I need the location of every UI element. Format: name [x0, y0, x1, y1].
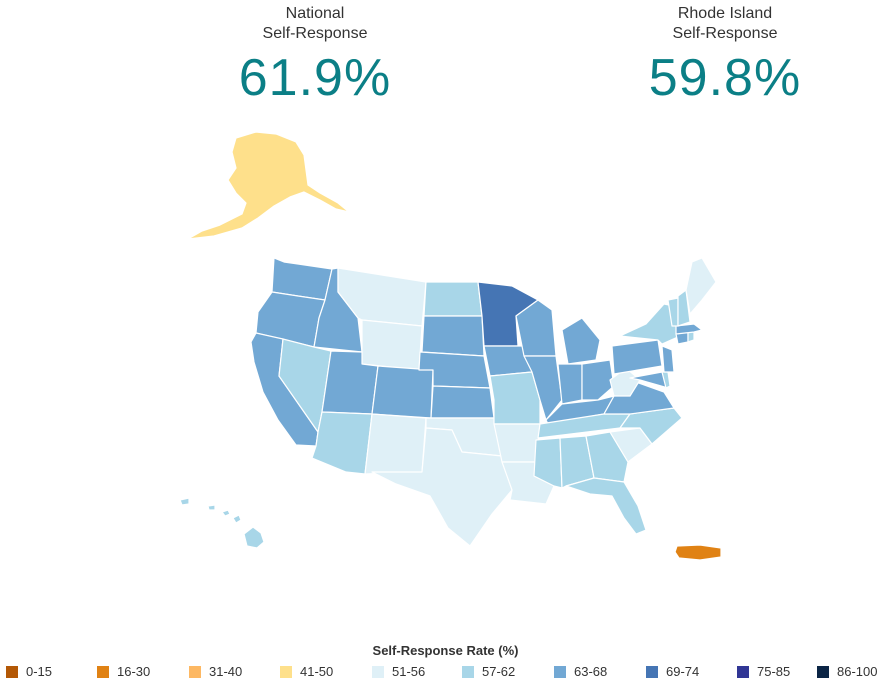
legend-item-69-74: 69-74: [646, 664, 699, 679]
region-florida[interactable]: [565, 477, 647, 535]
legend-swatch: [817, 665, 829, 678]
region-rhode-island[interactable]: [687, 331, 695, 343]
legend-label: 0-15: [26, 664, 53, 679]
region-wisconsin[interactable]: [515, 299, 557, 357]
legend-swatch: [462, 665, 474, 678]
region-michigan[interactable]: [561, 317, 601, 365]
legend-swatch: [646, 665, 658, 678]
legend-swatch: [372, 665, 384, 678]
region-massachusetts[interactable]: [675, 323, 703, 335]
region-new-jersey[interactable]: [661, 345, 675, 373]
region-alaska[interactable]: [187, 131, 350, 240]
legend-item-63-68: 63-68: [554, 664, 607, 679]
region-new-mexico[interactable]: [364, 413, 427, 475]
legend-swatch: [554, 665, 566, 678]
region-indiana[interactable]: [557, 363, 583, 405]
legend-label: 63-68: [574, 664, 608, 679]
national-rate-value: 61.9%: [238, 49, 392, 107]
state-rate-value: 59.8%: [648, 49, 802, 107]
region-mississippi[interactable]: [533, 437, 563, 489]
region-maine[interactable]: [685, 257, 717, 315]
state-stat: Rhode Island Self-Response 59.8%: [605, 4, 845, 106]
state-label-line1: Rhode Island: [677, 5, 773, 22]
legend-swatch: [280, 665, 292, 678]
legend-label: 16-30: [117, 664, 151, 679]
region-hawaii[interactable]: [232, 514, 242, 524]
region-ohio[interactable]: [581, 359, 615, 401]
national-stat: National Self-Response 61.9%: [195, 4, 435, 106]
legend-item-75-85: 75-85: [737, 664, 790, 679]
national-label-line2: Self-Response: [262, 25, 368, 42]
legend-label: 31-40: [209, 664, 243, 679]
region-puerto-rico[interactable]: [674, 544, 722, 561]
region-south-dakota[interactable]: [421, 315, 485, 357]
legend-item-16-30: 16-30: [97, 664, 150, 679]
region-texas[interactable]: [371, 427, 513, 547]
legend-label: 86-100: [837, 664, 878, 679]
legend-label: 57-62: [482, 664, 516, 679]
legend-swatch: [97, 665, 109, 678]
state-label-line2: Self-Response: [672, 25, 778, 42]
legend-item-0-15: 0-15: [6, 664, 52, 679]
region-north-dakota[interactable]: [423, 281, 483, 317]
legend-item-51-56: 51-56: [372, 664, 425, 679]
legend-swatch: [189, 665, 201, 678]
legend-title: Self-Response Rate (%): [372, 643, 519, 658]
legend-label: 75-85: [757, 664, 791, 679]
legend: 0-15 16-30 31-40 41-50 51-56 57-62 63-68 69-74 7…: [6, 664, 890, 682]
region-hawaii[interactable]: [207, 504, 216, 511]
region-hawaii[interactable]: [243, 526, 265, 549]
region-pennsylvania[interactable]: [611, 339, 663, 375]
national-label-line1: National: [285, 5, 345, 22]
legend-label: 41-50: [300, 664, 334, 679]
legend-swatch: [737, 665, 749, 678]
legend-label: 69-74: [666, 664, 700, 679]
region-arizona[interactable]: [311, 411, 373, 475]
legend-item-31-40: 31-40: [189, 664, 242, 679]
region-colorado[interactable]: [371, 365, 434, 419]
legend-label: 51-56: [392, 664, 426, 679]
legend-item-41-50: 41-50: [280, 664, 333, 679]
legend-item-57-62: 57-62: [462, 664, 515, 679]
region-hawaii[interactable]: [221, 509, 231, 517]
legend-item-86-100: 86-100: [817, 664, 877, 679]
region-maryland[interactable]: [629, 371, 669, 389]
region-kansas[interactable]: [430, 385, 495, 419]
region-arkansas[interactable]: [493, 423, 541, 463]
region-minnesota[interactable]: [477, 281, 539, 347]
region-missouri[interactable]: [489, 371, 541, 425]
legend-swatch: [6, 665, 18, 678]
region-hawaii[interactable]: [179, 497, 190, 506]
region-wyoming[interactable]: [361, 319, 423, 371]
